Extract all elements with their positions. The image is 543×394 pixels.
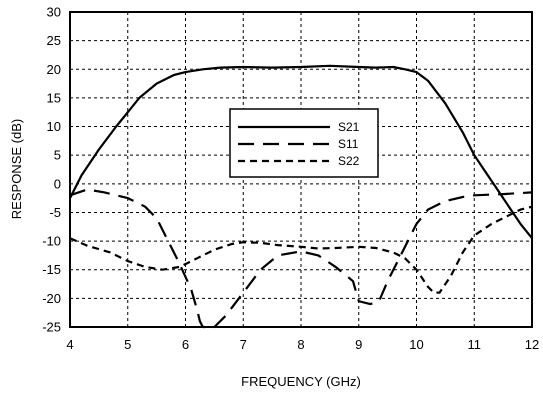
series-line-s21: [69, 64, 533, 239]
x-tick-label: 8: [297, 337, 304, 352]
x-tick-label: 7: [240, 337, 247, 352]
y-tick-label: 30: [47, 5, 61, 20]
y-axis-label: RESPONSE (dB): [9, 119, 24, 219]
legend: S21 S11 S22: [229, 108, 379, 178]
y-tick-label: 0: [54, 176, 61, 191]
y-tick-label: 20: [47, 62, 61, 77]
x-tick-label: 10: [409, 337, 423, 352]
x-tick-labels: 4 5 6 7 8 9 10 11 12: [66, 337, 539, 352]
x-tick-label: 9: [355, 337, 362, 352]
legend-s21-label: S21: [338, 120, 360, 134]
series-group: [69, 64, 533, 329]
y-tick-label: 5: [54, 148, 61, 163]
y-tick-label: 15: [47, 90, 61, 105]
x-tick-label: 5: [124, 337, 131, 352]
y-tick-label: -25: [42, 320, 61, 335]
plot-frame: [69, 11, 533, 328]
y-tick-label: 10: [47, 119, 61, 134]
series-line-s22: [69, 205, 533, 294]
x-tick-label: 4: [66, 337, 73, 352]
x-tick-label: 11: [468, 337, 482, 352]
series-line-s11: [69, 188, 533, 329]
y-tick-label: -5: [49, 205, 61, 220]
y-tick-label: 25: [47, 33, 61, 48]
y-tick-labels: 30 25 20 15 10 5 0 -5 -10 -15 -20 -25: [42, 5, 61, 335]
legend-s22-label: S22: [338, 154, 360, 168]
x-axis-label: FREQUENCY (GHz): [241, 374, 361, 389]
x-tick-label: 6: [182, 337, 189, 352]
y-tick-label: -15: [42, 262, 61, 277]
legend-s11-label: S11: [338, 137, 359, 151]
x-tick-label: 12: [525, 337, 539, 352]
y-tick-label: -20: [42, 291, 61, 306]
y-tick-label: -10: [42, 234, 61, 249]
